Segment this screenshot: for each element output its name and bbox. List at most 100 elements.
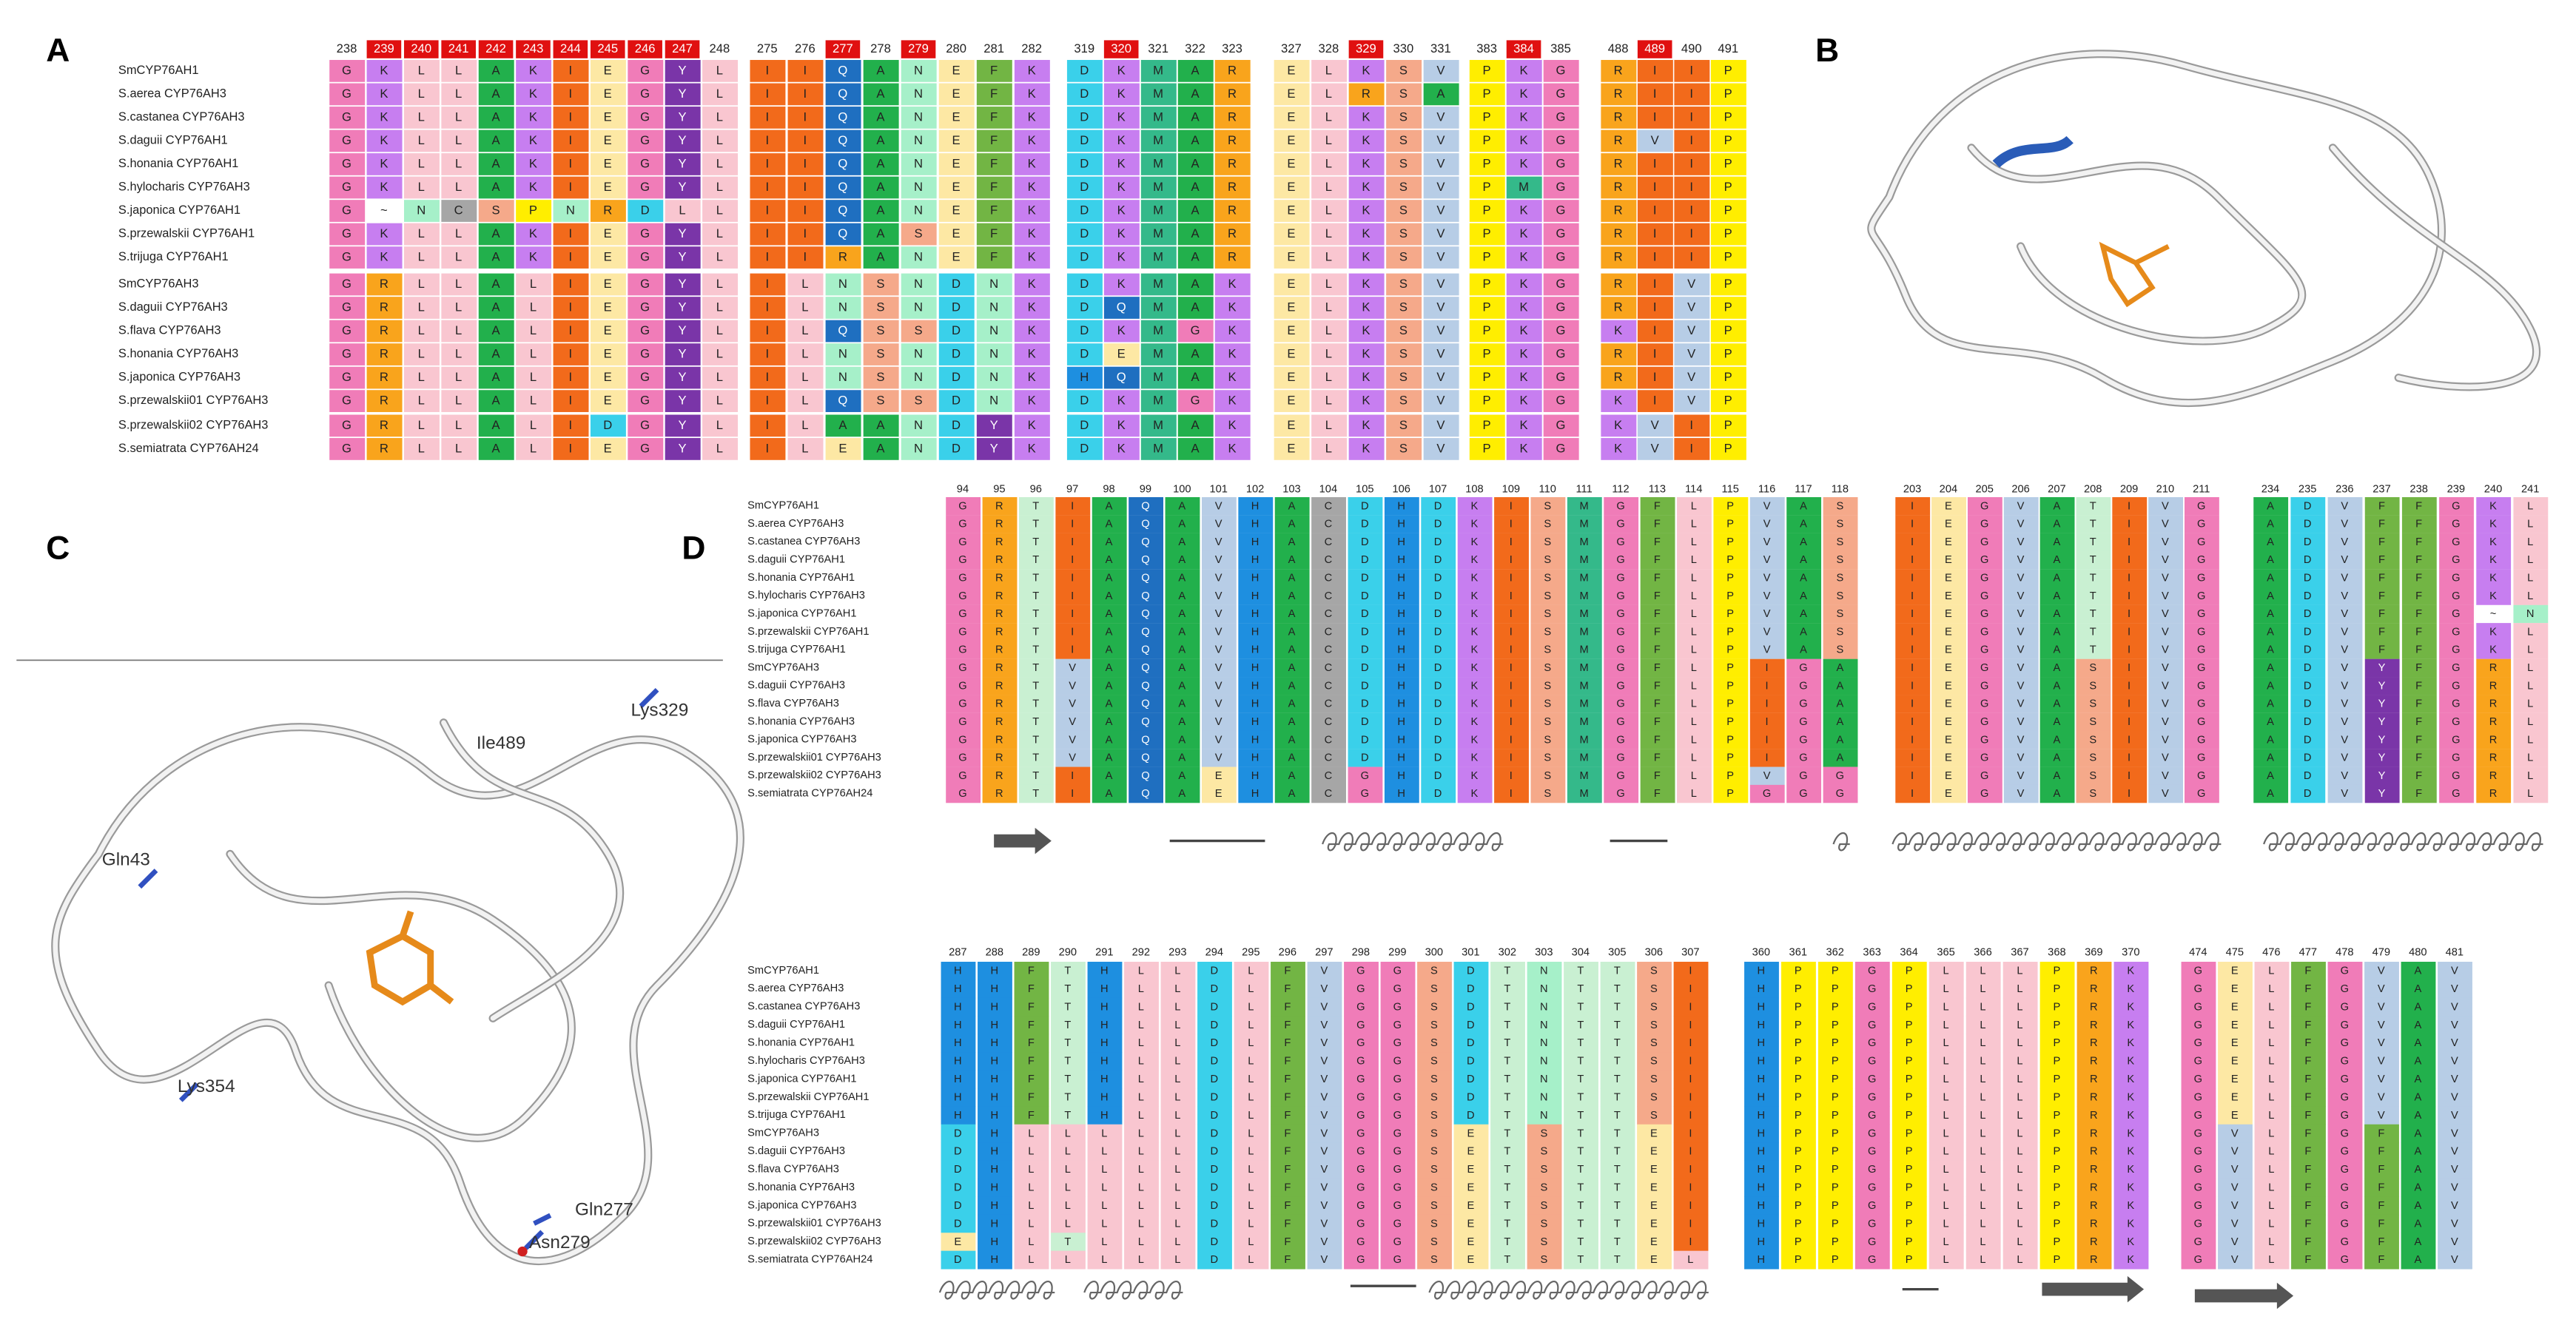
residue-cell xyxy=(1713,550,1749,570)
residue: I xyxy=(2128,698,2131,710)
residue-cell xyxy=(863,366,899,389)
residue: P xyxy=(1795,965,1802,977)
residue: R xyxy=(380,300,389,314)
residue: F xyxy=(2415,572,2422,584)
residue: F xyxy=(2378,1236,2384,1248)
residue: F xyxy=(2304,1073,2311,1085)
residue: G xyxy=(640,370,650,384)
residue-cell xyxy=(665,343,701,365)
residue: G xyxy=(1868,1164,1876,1176)
residue-cell xyxy=(478,129,514,152)
residue: H xyxy=(991,1091,999,1103)
residue: S xyxy=(2089,770,2096,782)
residue: P xyxy=(1906,1019,1913,1031)
residue-cell xyxy=(982,496,1018,516)
residue-cell xyxy=(1637,153,1673,175)
residue: P xyxy=(1724,157,1732,171)
residue-cell xyxy=(863,390,899,412)
residue: N xyxy=(838,347,847,361)
residue: E xyxy=(1287,203,1295,218)
residue: S xyxy=(1540,1128,1547,1139)
residue-cell xyxy=(1674,129,1710,152)
residue: S xyxy=(876,347,884,361)
residue: K xyxy=(1028,300,1036,314)
residue: S xyxy=(1650,1037,1658,1049)
residue: A xyxy=(2267,716,2274,728)
residue-cell xyxy=(1530,515,1566,533)
residue-cell xyxy=(1823,496,1858,516)
residue-cell xyxy=(329,297,366,319)
residue: T xyxy=(1504,1164,1510,1176)
residue: A xyxy=(1836,716,1843,728)
residue: L xyxy=(1691,680,1697,692)
residue: L xyxy=(1174,1110,1180,1122)
residue: D xyxy=(1211,1128,1219,1139)
residue: K xyxy=(2127,1182,2134,1194)
residue-cell xyxy=(1274,587,1310,605)
position-number: 321 xyxy=(1148,41,1168,55)
residue: G xyxy=(1556,300,1566,314)
residue: L xyxy=(418,110,425,124)
residue: R xyxy=(1614,300,1623,314)
residue: L xyxy=(1101,1146,1107,1158)
residue: H xyxy=(1100,1019,1109,1031)
residue: H xyxy=(1397,698,1405,710)
residue: C xyxy=(1325,519,1333,530)
residue-cell xyxy=(1311,200,1348,222)
residue: M xyxy=(1153,300,1163,314)
residue: S xyxy=(1430,1091,1438,1103)
residue-cell xyxy=(1238,533,1274,551)
residue: P xyxy=(2054,1019,2061,1031)
residue: I xyxy=(804,110,807,124)
residue: E xyxy=(1945,519,1952,530)
residue-cell xyxy=(403,60,440,82)
residue-cell xyxy=(982,515,1018,533)
residue-cell xyxy=(976,414,1012,437)
residue: Q xyxy=(1141,662,1149,674)
residue-cell xyxy=(366,297,403,319)
residue-cell xyxy=(1274,153,1310,175)
residue: Y xyxy=(678,418,686,432)
residue: K xyxy=(1028,110,1036,124)
residue: V xyxy=(2231,1236,2239,1248)
residue: L xyxy=(1138,983,1144,995)
residue: R xyxy=(995,716,1003,728)
residue: F xyxy=(1284,1236,1291,1248)
residue: L xyxy=(2268,1128,2274,1139)
residue: V xyxy=(1763,644,1771,656)
residue: V xyxy=(1436,226,1445,240)
residue: Y xyxy=(2378,662,2386,674)
residue: P xyxy=(1724,347,1732,361)
residue: A xyxy=(2054,536,2061,548)
residue: A xyxy=(1178,734,1186,746)
residue: L xyxy=(2017,1146,2022,1158)
residue: Q xyxy=(1141,644,1149,656)
residue: G xyxy=(2194,1146,2202,1158)
residue: L xyxy=(1138,1056,1144,1068)
residue: A xyxy=(2414,1182,2421,1194)
residue: Q xyxy=(1141,734,1149,746)
residue-cell xyxy=(1637,273,1673,296)
residue: P xyxy=(1832,1091,1839,1103)
residue-cell xyxy=(1469,153,1505,175)
residue: A xyxy=(1800,536,1807,548)
residue: P xyxy=(1832,1236,1839,1248)
residue: G xyxy=(342,64,352,78)
residue-cell xyxy=(1140,273,1177,296)
residue: V xyxy=(2451,1019,2458,1031)
residue: T xyxy=(1032,716,1039,728)
residue-cell xyxy=(1348,550,1383,570)
residue: A xyxy=(1191,64,1200,78)
residue: G xyxy=(1868,1091,1876,1103)
residue: P xyxy=(1724,250,1732,264)
residue: L xyxy=(1174,1037,1180,1049)
residue: G xyxy=(1980,770,1988,782)
residue-cell xyxy=(1348,587,1383,605)
residue-cell xyxy=(1469,246,1505,269)
residue-cell xyxy=(516,107,552,129)
residue: R xyxy=(995,770,1003,782)
residue-cell xyxy=(1055,604,1091,624)
residue-cell xyxy=(1066,390,1103,412)
position-number: 103 xyxy=(1282,483,1300,495)
residue: V xyxy=(2162,590,2169,602)
